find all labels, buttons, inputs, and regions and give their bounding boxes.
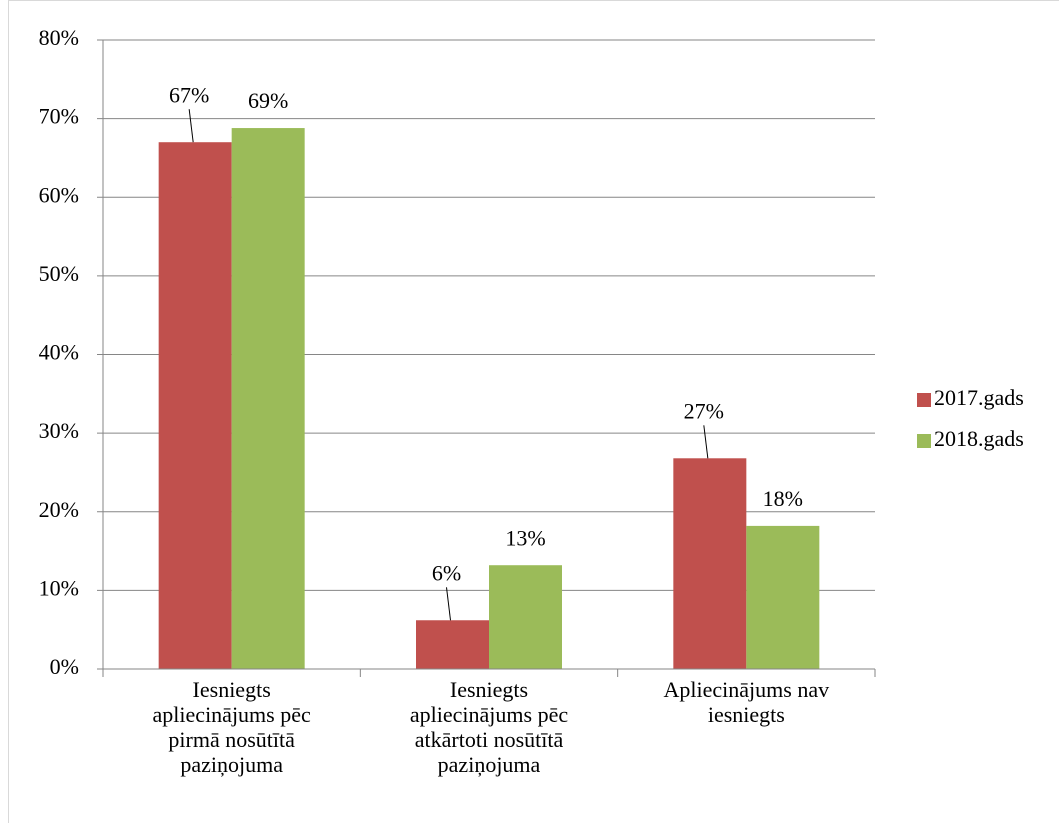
data-label: 67% — [169, 82, 209, 107]
legend-label: 2018.gads — [934, 426, 1024, 451]
x-tick-label: Iesniegts apliecinājums pēc pirmā nosūtī… — [152, 677, 311, 777]
leader-line — [703, 425, 709, 459]
data-label: 6% — [432, 560, 461, 585]
y-tick-label: 30% — [39, 418, 79, 443]
legend-swatch — [917, 434, 931, 448]
data-label: 18% — [763, 486, 803, 511]
bar — [673, 458, 747, 669]
bar — [489, 565, 562, 669]
x-tick-label: Iesniegts apliecinājums pēc atkārtoti no… — [409, 677, 569, 777]
y-tick-label: 0% — [50, 654, 79, 679]
legend-swatch — [917, 393, 931, 407]
y-tick-label: 60% — [39, 182, 79, 207]
data-label: 27% — [684, 398, 724, 423]
y-tick-label: 40% — [39, 340, 79, 365]
data-label: 13% — [505, 525, 545, 550]
bar — [158, 142, 232, 669]
y-tick-label: 70% — [39, 104, 79, 129]
x-tick-label: Apliecinājums nav iesniegts — [663, 677, 830, 727]
data-label: 69% — [248, 88, 288, 113]
y-tick-label: 10% — [39, 575, 79, 600]
leader-line — [446, 587, 451, 621]
bar — [746, 525, 820, 669]
leader-line — [188, 109, 194, 143]
y-tick-label: 80% — [39, 25, 79, 50]
bar — [416, 620, 489, 669]
y-tick-label: 20% — [39, 497, 79, 522]
y-tick-label: 50% — [39, 261, 79, 286]
bar — [231, 128, 305, 669]
legend-label: 2017.gads — [934, 385, 1024, 410]
chart-frame — [8, 0, 1059, 823]
